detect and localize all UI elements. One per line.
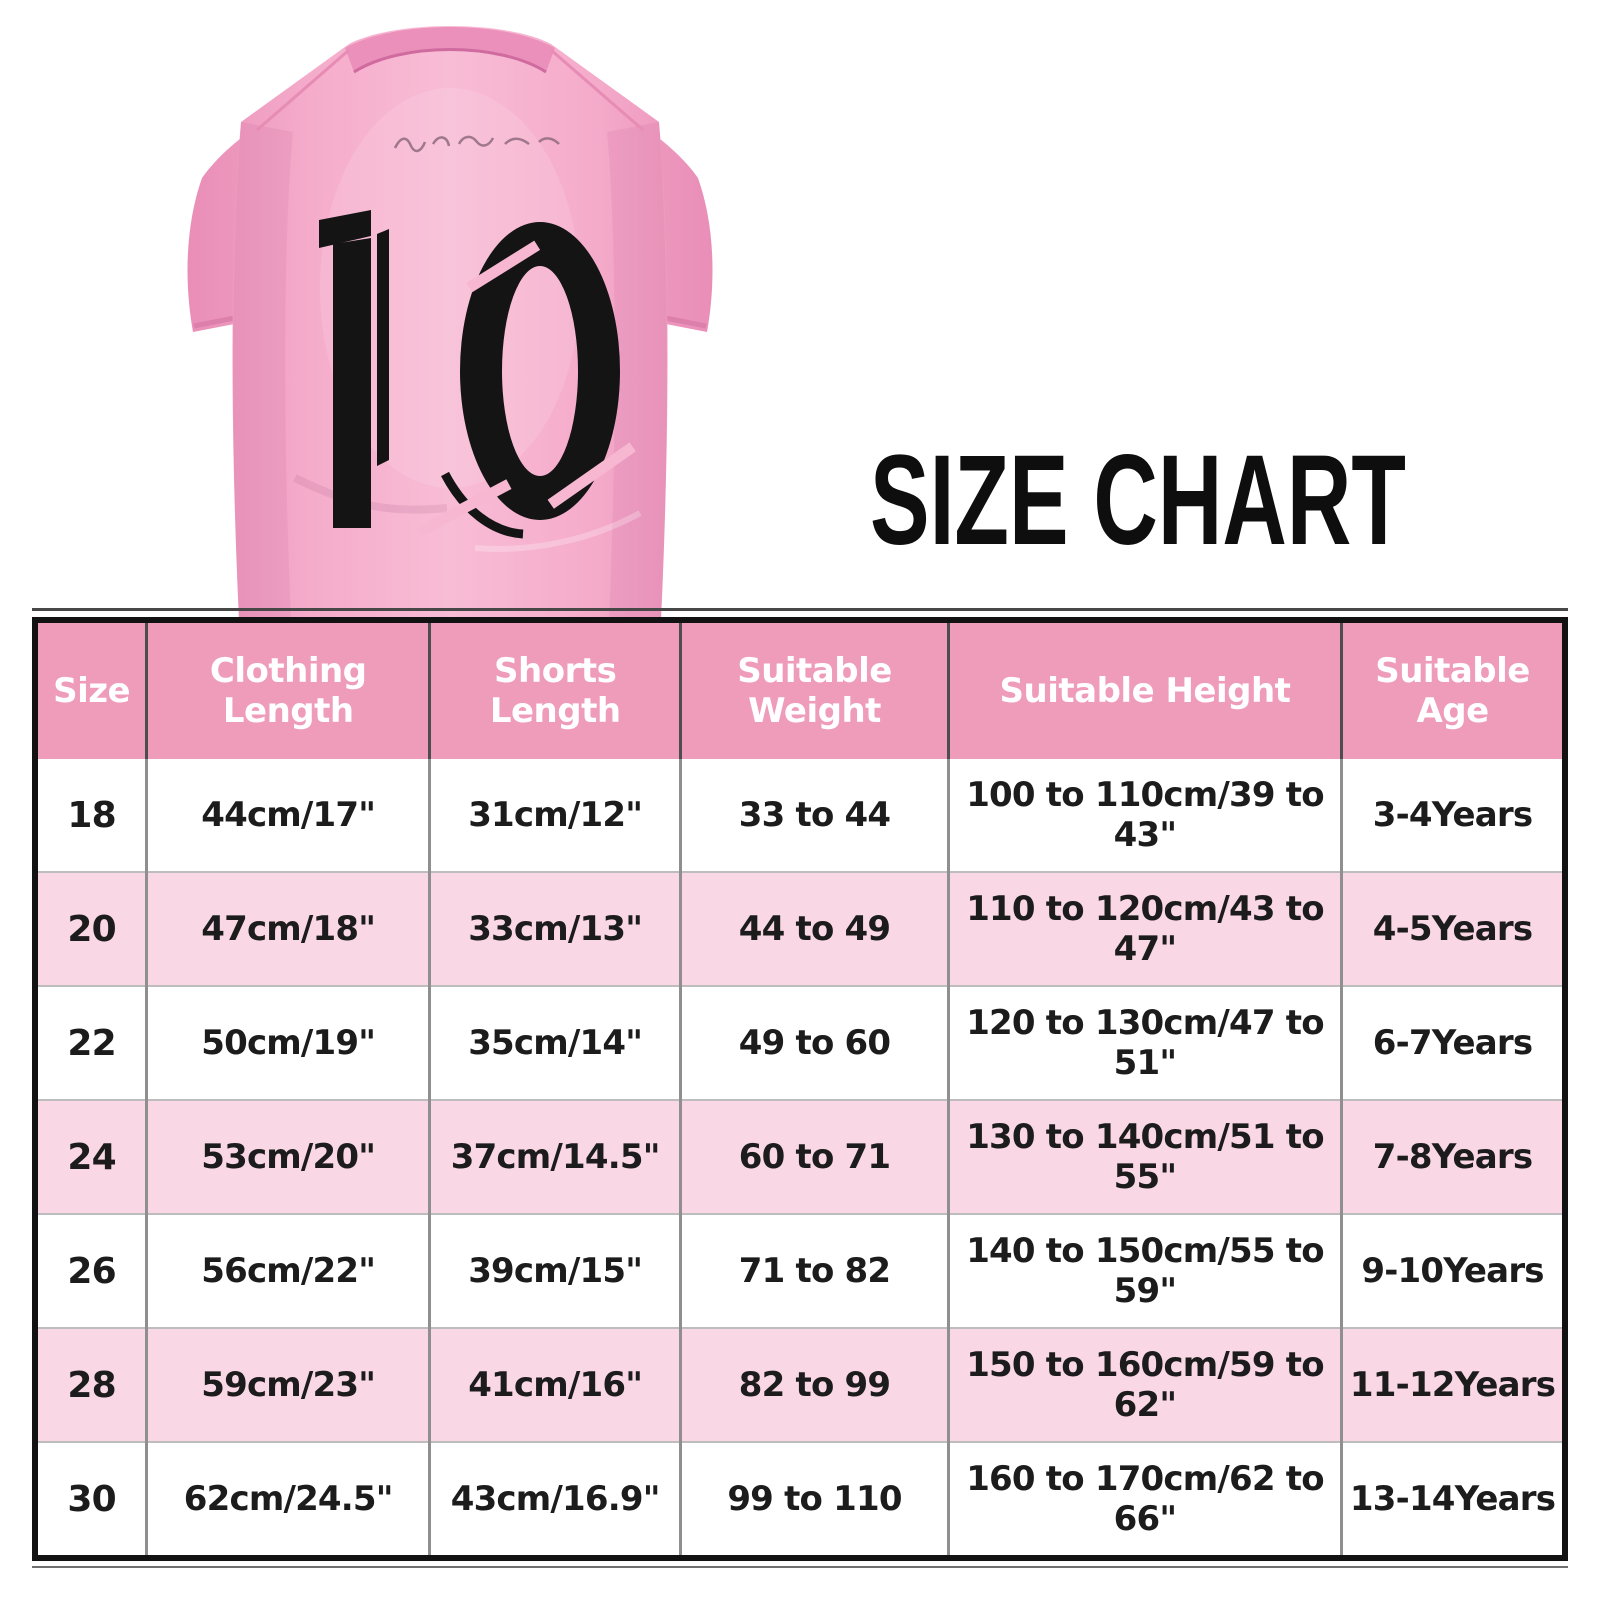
size-chart-table: Size Clothing Length Shorts Length Suita… — [32, 617, 1568, 1561]
cell-suitable-weight: 60 to 71 — [679, 1099, 949, 1214]
cell-suitable-height: 150 to 160cm/59 to 62" — [946, 1327, 1342, 1442]
table-row: 28 59cm/23" 41cm/16" 82 to 99 150 to 160… — [35, 1327, 1565, 1442]
cell-suitable-weight: 49 to 60 — [679, 985, 949, 1100]
cell-suitable-height: 120 to 130cm/47 to 51" — [946, 985, 1342, 1100]
cell-size: 20 — [35, 871, 147, 986]
col-header-suitable-age: Suitable Age — [1340, 620, 1565, 759]
cell-clothing-length: 56cm/22" — [145, 1213, 430, 1328]
cell-shorts-length: 33cm/13" — [428, 871, 681, 986]
size-table-frame: Size Clothing Length Shorts Length Suita… — [32, 608, 1568, 1568]
cell-clothing-length: 53cm/20" — [145, 1099, 430, 1214]
cell-suitable-age: 4-5Years — [1340, 871, 1565, 986]
cell-shorts-length: 37cm/14.5" — [428, 1099, 681, 1214]
cell-suitable-age: 3-4Years — [1340, 759, 1565, 872]
col-header-suitable-weight: Suitable Weight — [679, 620, 949, 759]
cell-shorts-length: 35cm/14" — [428, 985, 681, 1100]
cell-size: 30 — [35, 1441, 147, 1558]
table-row: 24 53cm/20" 37cm/14.5" 60 to 71 130 to 1… — [35, 1099, 1565, 1214]
cell-size: 26 — [35, 1213, 147, 1328]
cell-suitable-height: 100 to 110cm/39 to 43" — [946, 759, 1342, 872]
cell-clothing-length: 44cm/17" — [145, 759, 430, 872]
cell-shorts-length: 43cm/16.9" — [428, 1441, 681, 1558]
col-header-shorts-length: Shorts Length — [428, 620, 681, 759]
cell-suitable-age: 9-10Years — [1340, 1213, 1565, 1328]
jersey-back-photo: 10 — [187, 26, 713, 620]
cell-size: 28 — [35, 1327, 147, 1442]
table-row: 30 62cm/24.5" 43cm/16.9" 99 to 110 160 t… — [35, 1441, 1565, 1558]
cell-suitable-weight: 82 to 99 — [679, 1327, 949, 1442]
cell-shorts-length: 39cm/15" — [428, 1213, 681, 1328]
cell-clothing-length: 47cm/18" — [145, 871, 430, 986]
table-row: 26 56cm/22" 39cm/15" 71 to 82 140 to 150… — [35, 1213, 1565, 1328]
table-row: 20 47cm/18" 33cm/13" 44 to 49 110 to 120… — [35, 871, 1565, 986]
col-header-size: Size — [35, 620, 147, 759]
cell-suitable-weight: 99 to 110 — [679, 1441, 949, 1558]
cell-shorts-length: 31cm/12" — [428, 759, 681, 872]
cell-suitable-weight: 44 to 49 — [679, 871, 949, 986]
cell-suitable-height: 160 to 170cm/62 to 66" — [946, 1441, 1342, 1558]
cell-clothing-length: 50cm/19" — [145, 985, 430, 1100]
size-chart-title: SIZE CHART — [870, 436, 1406, 572]
cell-size: 22 — [35, 985, 147, 1100]
cell-clothing-length: 59cm/23" — [145, 1327, 430, 1442]
cell-shorts-length: 41cm/16" — [428, 1327, 681, 1442]
cell-size: 24 — [35, 1099, 147, 1214]
table-frame-line-top — [32, 608, 1568, 611]
cell-suitable-height: 130 to 140cm/51 to 55" — [946, 1099, 1342, 1214]
cell-size: 18 — [35, 759, 147, 872]
title-block: SIZE CHART — [870, 436, 1406, 572]
cell-suitable-age: 6-7Years — [1340, 985, 1565, 1100]
cell-suitable-age: 11-12Years — [1340, 1327, 1565, 1442]
header-row: Size Clothing Length Shorts Length Suita… — [35, 620, 1565, 759]
signature-graphic — [393, 135, 560, 153]
table-frame-line-bottom — [32, 1566, 1568, 1568]
col-header-suitable-height: Suitable Height — [946, 620, 1342, 759]
cell-suitable-weight: 71 to 82 — [679, 1213, 949, 1328]
cell-suitable-age: 7-8Years — [1340, 1099, 1565, 1214]
cell-suitable-weight: 33 to 44 — [679, 759, 949, 872]
cell-suitable-height: 110 to 120cm/43 to 47" — [946, 871, 1342, 986]
jersey-collar — [256, 27, 644, 132]
table-row: 18 44cm/17" 31cm/12" 33 to 44 100 to 110… — [35, 759, 1565, 872]
cell-suitable-age: 13-14Years — [1340, 1441, 1565, 1558]
col-header-clothing-length: Clothing Length — [145, 620, 430, 759]
jersey-number-10 — [319, 210, 636, 539]
table-row: 22 50cm/19" 35cm/14" 49 to 60 120 to 130… — [35, 985, 1565, 1100]
cell-clothing-length: 62cm/24.5" — [145, 1441, 430, 1558]
cell-suitable-height: 140 to 150cm/55 to 59" — [946, 1213, 1342, 1328]
